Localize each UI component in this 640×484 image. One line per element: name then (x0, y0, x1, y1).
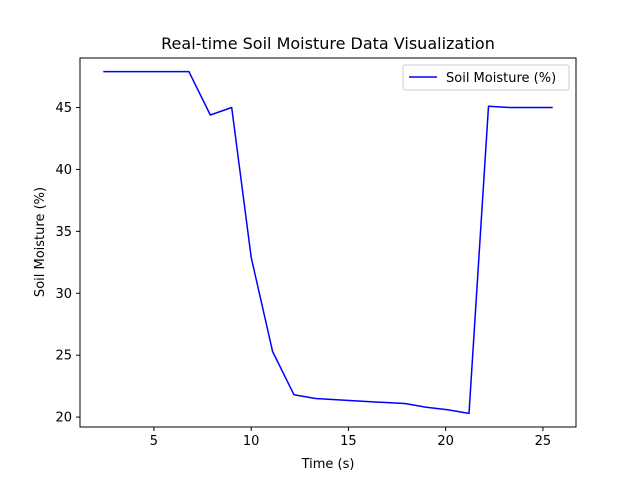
chart-title: Real-time Soil Moisture Data Visualizati… (161, 34, 495, 53)
legend-box (402, 64, 570, 91)
y-tick-label: 20 (55, 411, 72, 426)
x-tick-label: 20 (437, 434, 454, 449)
y-axis-label: Soil Moisture (%) (33, 187, 48, 297)
x-tick-label: 25 (535, 434, 552, 449)
plot-area-frame (79, 57, 577, 428)
legend-label: Soil Moisture (%) (446, 71, 556, 86)
x-axis-ticks: 5 10 15 20 25 (150, 427, 551, 449)
y-axis-ticks: 20 25 30 35 40 45 (55, 101, 80, 426)
y-tick-label: 30 (55, 287, 72, 302)
x-tick-label: 5 (150, 434, 158, 449)
x-tick-label: 10 (243, 434, 260, 449)
y-tick-label: 40 (55, 163, 72, 178)
y-tick-label: 35 (55, 225, 72, 240)
y-tick-label: 25 (55, 349, 72, 364)
soil-moisture-series-line (103, 70, 553, 415)
x-tick-label: 15 (340, 434, 357, 449)
series-layer (103, 70, 553, 415)
x-axis-label: Time (s) (301, 457, 355, 472)
y-tick-label: 45 (55, 101, 72, 116)
legend: Soil Moisture (%) (402, 64, 570, 91)
